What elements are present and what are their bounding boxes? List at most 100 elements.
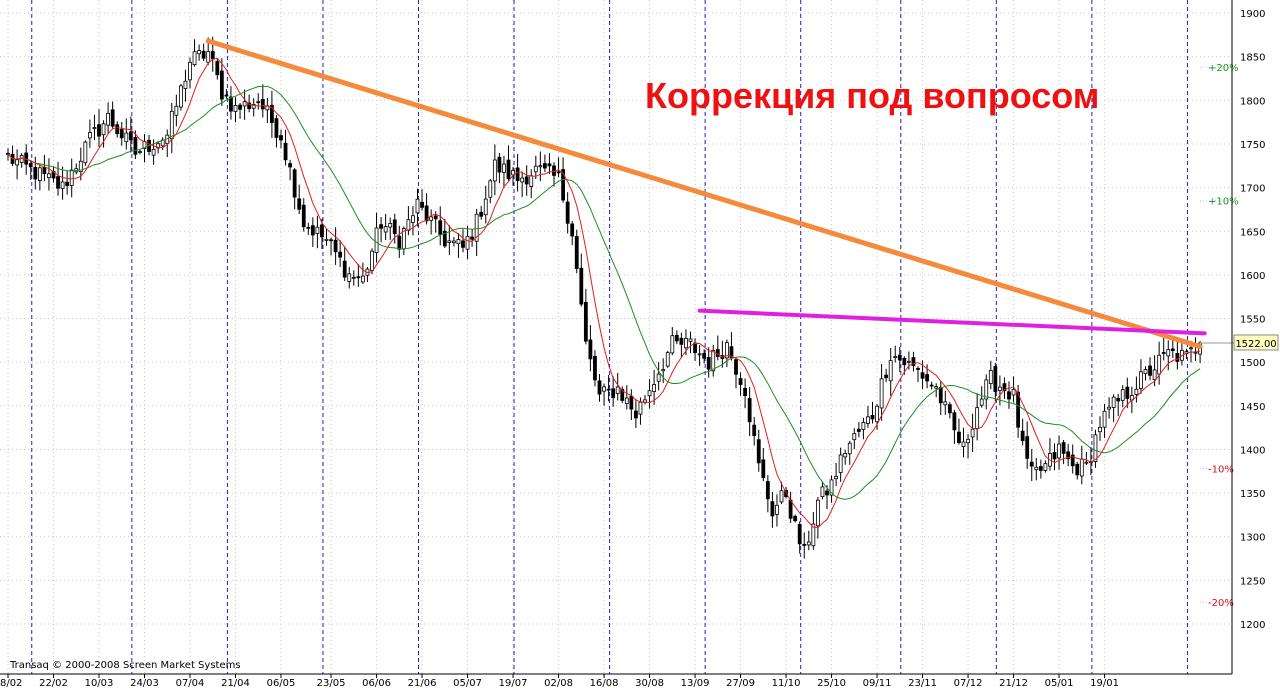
candle-body (1143, 369, 1148, 375)
candle-body (779, 490, 784, 503)
candle-body (92, 127, 97, 129)
candle-body (593, 356, 597, 381)
candle-body (520, 177, 525, 183)
x-tick-label: 27/09 (726, 678, 755, 689)
candle-body (693, 342, 697, 353)
candle-body (256, 101, 261, 104)
candle-body (993, 366, 998, 392)
candle-body (688, 338, 693, 342)
y-tick-label: 1800 (1240, 96, 1265, 107)
x-tick-label: 21/06 (408, 678, 437, 689)
x-tick-label: 08/02 (0, 678, 22, 689)
candle-body (488, 180, 493, 198)
moving-average-fast-line (7, 57, 1201, 529)
candle-body (233, 105, 238, 112)
software-credit: Transaq © 2000-2008 Screen Market System… (9, 660, 241, 671)
candle-body (415, 198, 420, 214)
candle-body (711, 349, 716, 372)
candle-body (1134, 388, 1139, 395)
x-tick-label: 06/06 (362, 678, 391, 689)
date-axis: 08/02 22/02 10/03 24/03 07/04 21/04 06/05 23/05… (0, 673, 1232, 689)
candle-body (988, 370, 993, 385)
candle-body (556, 171, 561, 174)
candle-body (47, 173, 51, 179)
candle-body (624, 397, 629, 404)
candle-body (765, 481, 770, 500)
candle-body (856, 428, 861, 432)
candle-body (588, 339, 593, 360)
y-tick-label: 1600 (1240, 271, 1265, 282)
y-tick-label: 1350 (1240, 489, 1265, 500)
x-tick-label: 30/08 (635, 678, 664, 689)
x-tick-label: 13/09 (681, 678, 710, 689)
candle-body (1102, 410, 1107, 428)
candle-body (502, 163, 506, 173)
y-tick-label: 1400 (1240, 445, 1265, 456)
candle-body (656, 373, 661, 382)
candle-body (529, 175, 534, 187)
candle-body (242, 101, 247, 107)
candle-body (1189, 347, 1193, 350)
x-tick-label: 07/04 (176, 678, 205, 689)
candle-body (1057, 443, 1061, 459)
candle-body (907, 360, 911, 363)
candle-body (197, 50, 202, 55)
candle-body (251, 103, 256, 109)
candle-body (351, 276, 356, 279)
candle-body (829, 479, 834, 496)
y-tick-label: 1250 (1240, 576, 1265, 587)
candle-body (879, 378, 884, 409)
candle-body (1157, 354, 1162, 375)
candle-body (383, 226, 388, 233)
candle-body (870, 414, 875, 420)
candle-body (33, 167, 38, 180)
candle-body (1107, 406, 1111, 410)
candle-body (1120, 389, 1125, 401)
candle-body (138, 151, 142, 153)
candle-body (1034, 466, 1039, 471)
candle-body (597, 380, 602, 395)
candle-body (547, 163, 552, 167)
y-tick-label: 1750 (1240, 140, 1265, 151)
candle-body (1025, 436, 1030, 459)
candle-body (342, 260, 347, 278)
candle-body (497, 156, 502, 173)
y-tick-label: 1900 (1240, 9, 1265, 20)
candle-body (1007, 391, 1011, 400)
candle-body (424, 205, 429, 222)
candle-body (411, 215, 415, 223)
candle-body (961, 441, 966, 447)
candle-body (706, 357, 711, 370)
candle-body (465, 235, 470, 250)
candle-body (192, 51, 197, 66)
candle-body (579, 267, 584, 305)
candle-body (37, 167, 42, 181)
candle-body (183, 80, 188, 89)
candle-body (702, 353, 707, 359)
candle-body (770, 501, 775, 517)
candle-body (979, 398, 984, 406)
candle-body (110, 109, 115, 127)
candle-body (1125, 386, 1130, 399)
candle-body (620, 388, 625, 401)
candle-body (28, 163, 33, 168)
candle-body (970, 428, 975, 438)
candle-body (925, 374, 929, 382)
candle-body (852, 433, 857, 441)
candle-body (811, 523, 816, 547)
candle-body (929, 384, 934, 387)
candle-body (1084, 461, 1089, 464)
candle-body (238, 104, 242, 110)
candle-body (647, 390, 652, 397)
candle-body (866, 416, 870, 424)
candle-body (456, 239, 461, 245)
month-separator-lines (31, 0, 1188, 674)
candle-body (69, 169, 74, 186)
candle-body (561, 169, 565, 201)
candle-body (1152, 369, 1157, 381)
candle-body (1066, 451, 1071, 460)
candle-body (333, 239, 338, 253)
candle-body (652, 384, 656, 392)
candle-body (838, 454, 843, 473)
candle-body (506, 159, 511, 180)
